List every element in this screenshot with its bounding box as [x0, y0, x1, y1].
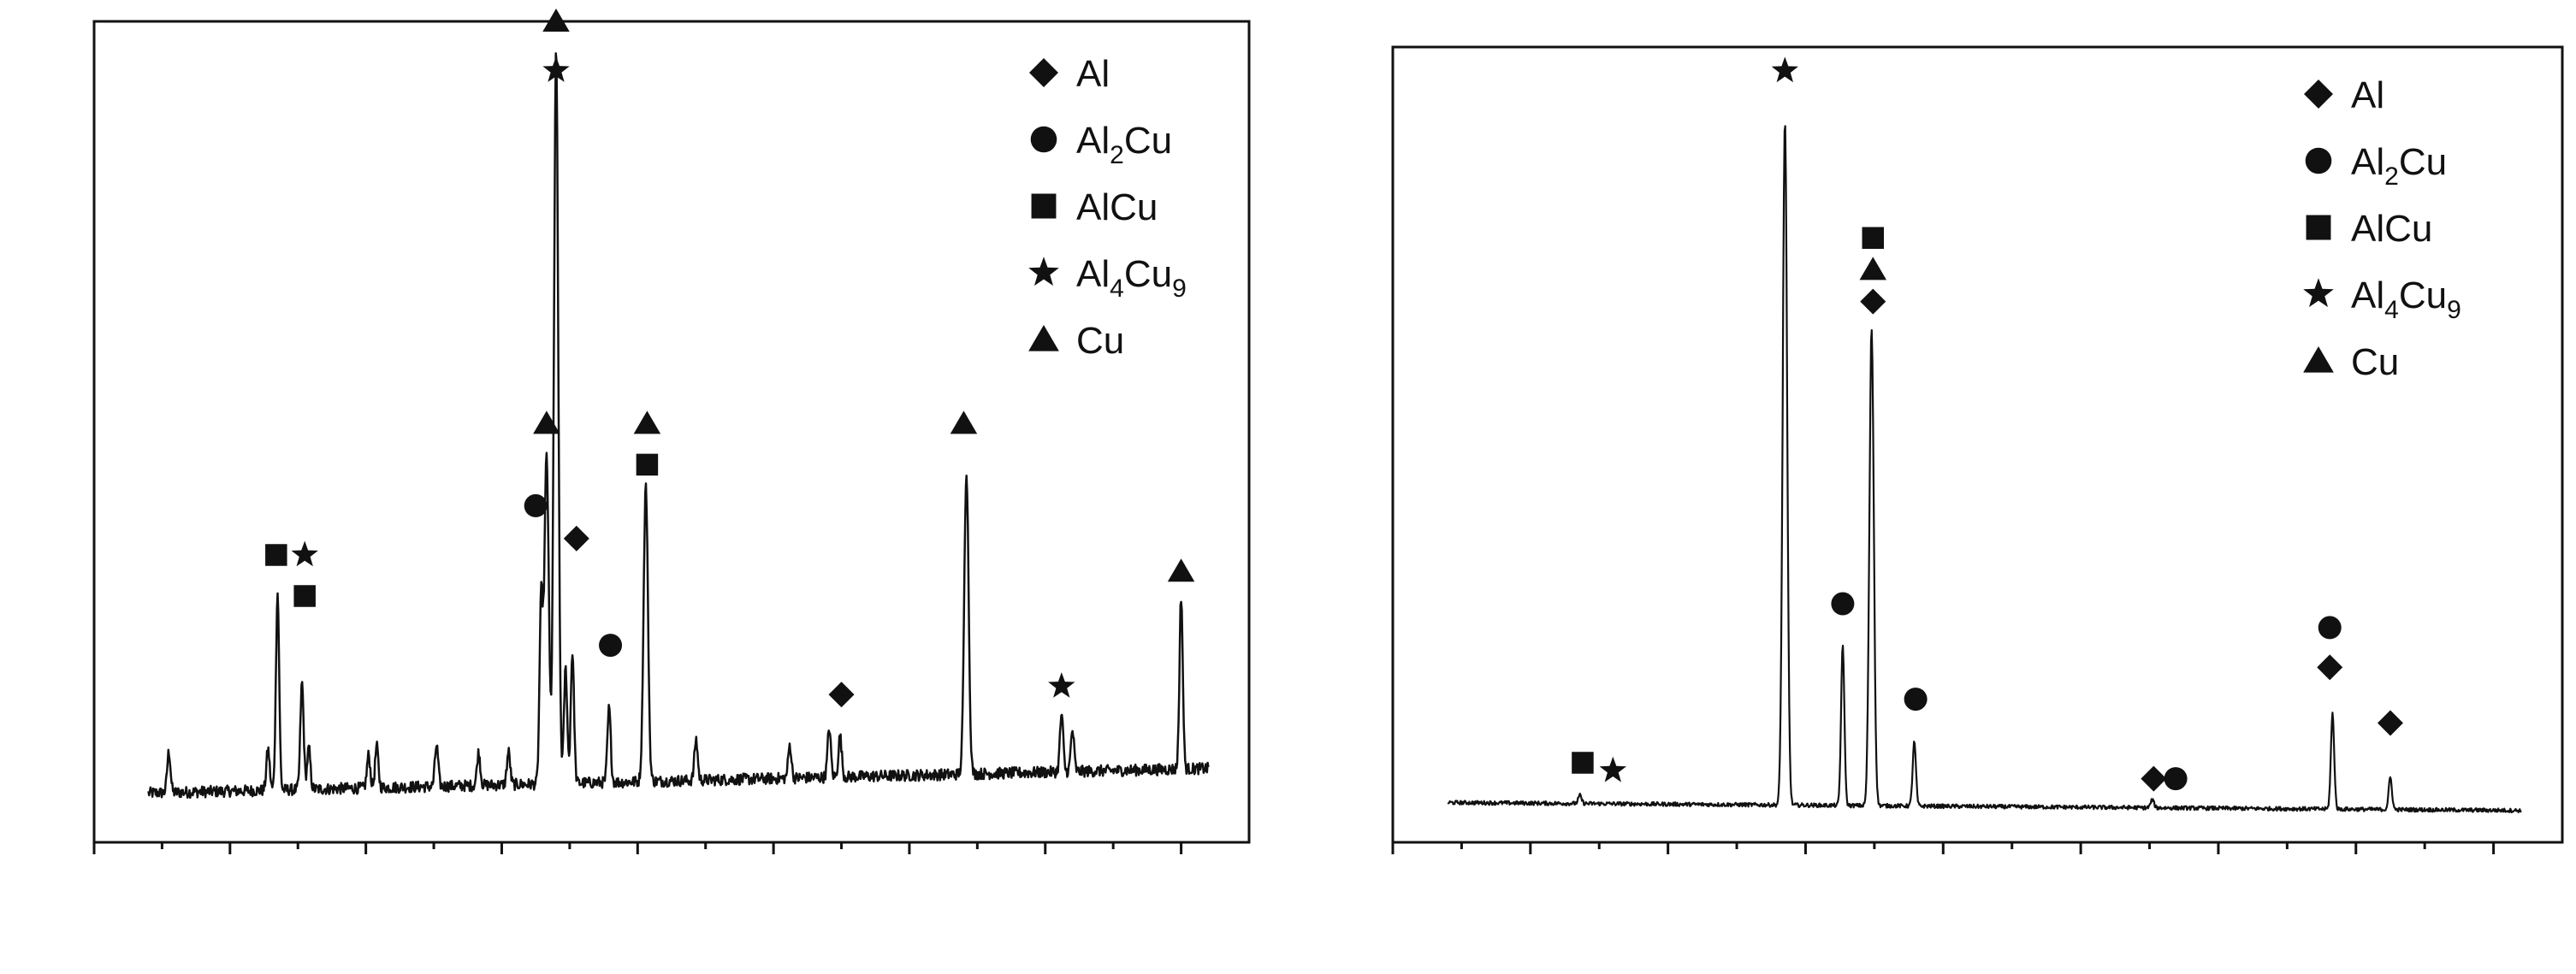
legend-diamond-icon — [2304, 80, 2333, 109]
legend-label-part: 4 — [1110, 274, 1124, 303]
peak-marker-circle — [524, 493, 548, 517]
legend-label-part: Al — [1076, 120, 1110, 162]
legend-label-part: Al — [2351, 274, 2384, 316]
peak-marker-diamond — [2317, 654, 2343, 681]
xrd-trace — [147, 52, 1210, 800]
peak-marker-triangle — [950, 410, 978, 434]
legend-label: Al4Cu9 — [1076, 253, 1187, 303]
legend-label-part: Cu — [1124, 120, 1172, 162]
legend-label: Cu — [2351, 341, 2399, 383]
peak-marker-circle — [2318, 616, 2342, 640]
legend-label-part: 9 — [1172, 274, 1187, 303]
legend-square-icon — [2306, 215, 2331, 240]
legend-label-part: Cu — [1076, 320, 1124, 362]
peak-marker-triangle — [1859, 257, 1887, 280]
legend-square-icon — [1031, 193, 1057, 219]
peak-marker-triangle — [633, 410, 661, 434]
legend-label-part: 9 — [2447, 296, 2461, 324]
legend-label: Al2Cu — [1076, 120, 1172, 169]
peak-marker-square — [265, 544, 287, 566]
legend-label-part: AlCu — [1076, 186, 1158, 228]
peak-marker-diamond — [2377, 710, 2403, 736]
legend-label: Al — [2351, 74, 2384, 116]
peak-marker-diamond — [1860, 288, 1886, 315]
legend-label: Al4Cu9 — [2351, 274, 2461, 324]
peak-marker-star — [1771, 56, 1798, 83]
peak-marker-diamond — [828, 682, 855, 708]
legend-label: Al2Cu — [2351, 141, 2447, 191]
legend-label: AlCu — [1076, 186, 1158, 228]
legend-triangle-icon — [1028, 325, 1059, 351]
peak-marker-diamond — [2141, 765, 2167, 792]
peak-marker-circle — [599, 634, 623, 658]
peak-marker-star — [291, 540, 318, 567]
plot-frame — [92, 20, 1251, 844]
peak-marker-triangle — [1167, 558, 1195, 582]
xrd-trace — [1447, 125, 2522, 814]
peak-marker-circle — [1904, 688, 1928, 711]
legend-diamond-icon — [1029, 58, 1058, 87]
peak-marker-square — [1572, 752, 1594, 774]
peak-marker-square — [636, 453, 659, 476]
legend-star-icon — [2303, 278, 2334, 308]
peak-marker-triangle — [533, 410, 560, 434]
legend-circle-icon — [1030, 126, 1057, 153]
legend-label: Al — [1076, 53, 1110, 95]
peak-marker-star — [1599, 756, 1626, 782]
legend-label-part: Al — [1076, 253, 1110, 295]
legend-circle-icon — [2305, 147, 2332, 174]
peak-marker-circle — [2164, 767, 2188, 791]
peak-marker-square — [293, 585, 316, 607]
legend-label-part: Al — [2351, 141, 2384, 183]
peak-marker-circle — [1831, 592, 1855, 616]
legend-label-part: Cu — [2399, 141, 2447, 183]
legend-label-part: 2 — [2384, 162, 2399, 191]
legend-triangle-icon — [2303, 346, 2334, 373]
plot-frame — [1391, 45, 2564, 844]
peak-marker-diamond — [563, 525, 589, 552]
legend-label-part: Al — [1076, 53, 1110, 95]
legend-label-part: Al — [2351, 74, 2384, 116]
legend-label-part: 4 — [2384, 296, 2399, 324]
peak-marker-square — [1862, 227, 1885, 249]
legend-label: Cu — [1076, 320, 1124, 362]
legend-label-part: AlCu — [2351, 208, 2432, 250]
legend-label: AlCu — [2351, 208, 2432, 250]
peak-marker-triangle — [542, 9, 570, 32]
legend-label-part: Cu — [1124, 253, 1172, 295]
legend-star-icon — [1028, 257, 1059, 286]
peak-marker-star — [1048, 672, 1075, 698]
legend-label-part: Cu — [2399, 274, 2447, 316]
legend-label-part: 2 — [1110, 141, 1124, 169]
peak-marker-star — [542, 56, 570, 82]
legend-label-part: Cu — [2351, 341, 2399, 383]
